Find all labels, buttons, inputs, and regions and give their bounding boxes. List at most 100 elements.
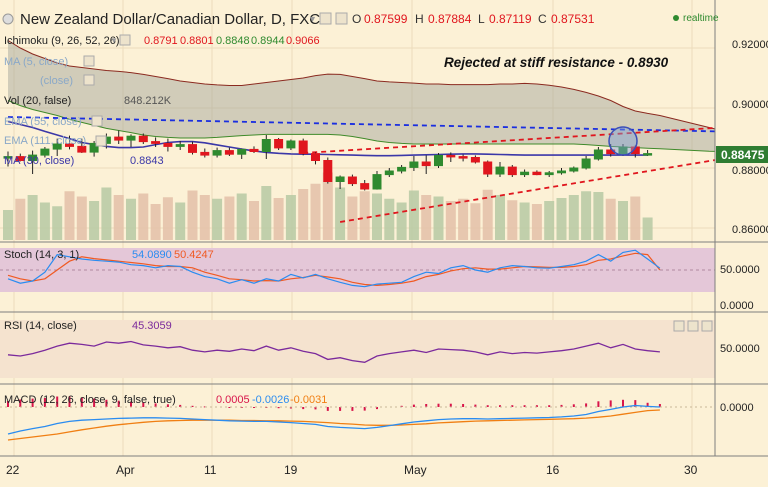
candle-body (384, 170, 394, 176)
candle-body (618, 146, 628, 155)
legend-ema111[interactable]: EMA (111, close) (4, 135, 86, 147)
volume-bar (249, 201, 259, 240)
symbol-title[interactable]: New Zealand Dollar/Canadian Dollar, D, F… (20, 11, 333, 28)
macd-hist-bar (68, 396, 71, 407)
volume-bar (273, 198, 284, 240)
macd-hist-bar (142, 402, 145, 407)
rsi-label[interactable]: RSI (14, close) (4, 320, 77, 332)
volume-bar (126, 198, 136, 240)
macd-hist-bar (228, 407, 231, 408)
stoch-label[interactable]: Stoch (14, 3, 1) (4, 249, 79, 261)
macd-hist-bar (437, 403, 440, 407)
trendlines (7, 116, 715, 223)
legend-ichimoku[interactable]: Ichimoku (9, 26, 52, 26) (4, 35, 120, 47)
macd-hist-bar (31, 398, 34, 407)
macd-hist-bar (548, 405, 551, 407)
macd-signal-line (7, 409, 660, 441)
macd-hist-bar (646, 402, 649, 407)
macd-hist-bar (523, 405, 526, 407)
candle-body (593, 149, 603, 160)
dropdown-caret-icon[interactable]: ▼ (308, 14, 317, 24)
stoch-d-value: 50.4247 (174, 249, 214, 261)
volume-bar (113, 195, 124, 240)
candle-body (138, 135, 148, 143)
volume-bar (384, 198, 395, 240)
candle-body (200, 151, 210, 156)
macd-hist-bar (314, 407, 317, 410)
settings-icon[interactable] (319, 12, 332, 25)
macd-hist-bar (622, 399, 624, 407)
macd-hist-bar (130, 401, 132, 407)
collapse-arrow-icon[interactable] (2, 13, 14, 25)
candle-body (175, 144, 185, 147)
legend-ema55[interactable]: EMA (55, close) (4, 116, 82, 128)
ichimoku-value: 0.8848 (216, 35, 250, 47)
volume-bar (544, 201, 555, 240)
macd-hist-bar (351, 407, 354, 411)
ohlc-h-label: H (415, 12, 424, 26)
macd-hist-bar (117, 400, 120, 407)
volume-bar (285, 195, 296, 240)
candle-body (581, 158, 591, 169)
volume-bar (3, 210, 13, 240)
volume-bar (64, 191, 75, 240)
ichimoku-value: 0.8791 (144, 35, 178, 47)
volume-bar (568, 195, 579, 240)
visibility-icon[interactable] (83, 74, 95, 86)
macd-label[interactable]: MACD (12, 26, close, 9, false, true) (4, 394, 176, 406)
candle-body (261, 139, 271, 152)
volume-bar (396, 202, 407, 240)
pane-button[interactable] (687, 320, 699, 332)
current-price-label: 0.88475 (721, 148, 765, 162)
volume-bar (482, 189, 493, 240)
volume-bar (581, 191, 592, 240)
macd-hist-bar (302, 407, 305, 410)
cloud-fill (8, 40, 715, 152)
macd-hist-bar (511, 405, 514, 407)
cloud-upper-line (7, 40, 715, 130)
macd-value: -0.0026 (252, 394, 289, 406)
legend-hidden-row[interactable]: (close) (40, 75, 73, 87)
cloud-lower-line (7, 100, 715, 152)
stoch-k-line (7, 249, 661, 288)
volume-bar (39, 202, 50, 240)
candle-body (286, 140, 296, 149)
legend-ema-last[interactable]: MA (30, close) (4, 155, 74, 167)
candle-body (544, 172, 554, 176)
legend-vol[interactable]: Vol (20, false) (4, 95, 71, 107)
time-axis: 22 Apr 11 19 May 16 30 (6, 463, 698, 477)
legend-ma5[interactable]: MA (5, close) (4, 56, 68, 68)
candle-body (557, 170, 566, 174)
candle-body (77, 145, 87, 153)
realtime-dot-icon (673, 15, 679, 21)
ohlc-c-label: C (538, 12, 547, 26)
price-tick: 0.86000 (732, 224, 768, 236)
volume-bar (605, 198, 616, 240)
dropdown-caret-icon[interactable]: ▼ (110, 36, 118, 45)
candle-body (224, 150, 234, 155)
volume-bar (519, 202, 530, 240)
volume-bar (347, 196, 358, 240)
visibility-icon[interactable] (335, 12, 348, 25)
settings-icon[interactable] (119, 34, 131, 46)
macd-hist-bar (560, 404, 563, 407)
volume-bar (421, 195, 432, 240)
volume-bar (261, 186, 272, 240)
candle-body (126, 135, 136, 141)
pane-button[interactable] (701, 320, 713, 332)
macd-hist-bar (474, 404, 477, 407)
candle-body (470, 157, 480, 163)
price-tick: 0.88000 (732, 165, 768, 177)
price-tick: 0.90000 (732, 99, 768, 111)
price-tick: 0.92000 (732, 39, 768, 51)
ema-path (7, 120, 648, 157)
time-label: May (404, 463, 427, 477)
visibility-icon[interactable] (91, 115, 103, 127)
pane-button[interactable] (673, 320, 685, 332)
macd-hist-bar (597, 401, 600, 407)
time-label: 30 (684, 463, 698, 477)
visibility-icon[interactable] (95, 135, 107, 147)
visibility-icon[interactable] (83, 55, 95, 67)
candle-body (274, 139, 284, 149)
time-label: Apr (116, 463, 135, 477)
